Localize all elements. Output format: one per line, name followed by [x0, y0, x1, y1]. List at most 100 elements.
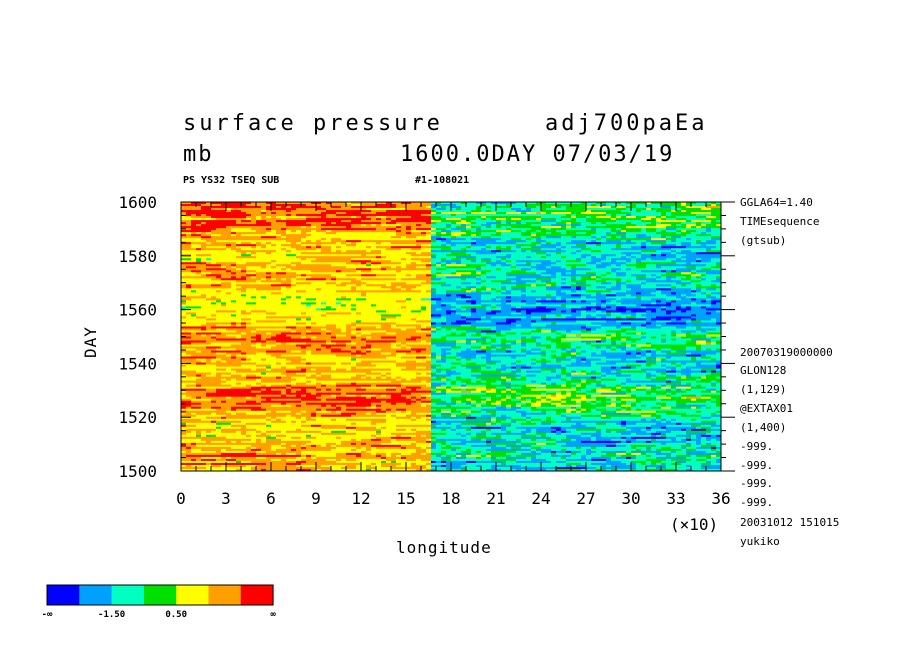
heatmap-cell	[571, 216, 577, 219]
heatmap-cell	[696, 202, 712, 205]
heatmap-cell	[556, 432, 562, 436]
heatmap-cell	[451, 244, 457, 247]
heatmap-cell	[701, 284, 712, 287]
heatmap-cell	[501, 340, 517, 343]
heatmap-cell	[586, 204, 592, 207]
heatmap-cell	[681, 272, 692, 275]
heatmap-cell	[251, 310, 267, 313]
heatmap-cell	[581, 254, 592, 257]
heatmap-cell	[611, 430, 617, 434]
heatmap-cell	[661, 432, 667, 436]
heatmap-cell	[571, 214, 577, 217]
heatmap-cell	[461, 390, 472, 394]
heatmap-cell	[501, 422, 512, 426]
heatmap-cell	[686, 220, 692, 223]
heatmap-cell	[181, 322, 207, 325]
heatmap-cell	[181, 238, 202, 241]
heatmap-cell	[456, 320, 467, 323]
heatmap-cell	[321, 302, 327, 305]
heatmap-cell	[291, 448, 297, 452]
heatmap-cell	[521, 412, 547, 416]
heatmap-cell	[281, 244, 302, 247]
heatmap-cell	[586, 408, 592, 412]
heatmap-cell	[611, 348, 617, 351]
heatmap-cell	[351, 304, 357, 307]
heatmap-cell	[456, 358, 462, 361]
heatmap-cell	[506, 286, 512, 289]
heatmap-cell	[446, 254, 472, 257]
heatmap-cell	[576, 370, 582, 374]
heatmap-cell	[551, 260, 557, 263]
heatmap-cell	[181, 276, 217, 279]
heatmap-cell	[466, 216, 482, 219]
heatmap-cell	[181, 268, 207, 271]
heatmap-cell	[631, 294, 657, 297]
heatmap-cell	[206, 322, 232, 325]
heatmap-cell	[436, 328, 442, 331]
heatmap-cell	[356, 216, 362, 219]
heatmap-cell	[226, 352, 242, 355]
heatmap-cell	[301, 462, 362, 466]
heatmap-cell	[676, 388, 682, 392]
heatmap-cell	[606, 258, 612, 261]
heatmap-cell	[326, 238, 332, 241]
heatmap-cell	[556, 332, 562, 335]
heatmap-cell	[411, 216, 432, 219]
heatmap-cell	[336, 444, 372, 448]
heatmap-cell	[251, 330, 257, 333]
heatmap-cell	[556, 308, 572, 311]
heatmap-cell	[221, 448, 227, 452]
heatmap-cell	[181, 252, 242, 255]
heatmap-cell	[446, 440, 462, 444]
heatmap-cell	[711, 318, 717, 321]
heatmap-cell	[516, 264, 532, 267]
heatmap-cell	[631, 260, 637, 263]
heatmap-cell	[441, 322, 447, 325]
heatmap-cell	[401, 376, 417, 380]
heatmap-cell	[606, 338, 612, 341]
heatmap-cell	[571, 342, 587, 345]
heatmap-cell	[501, 382, 512, 386]
heatmap-cell	[691, 278, 702, 281]
heatmap-cell	[396, 266, 402, 269]
heatmap-cell	[711, 222, 722, 225]
heatmap-cell	[671, 380, 682, 384]
heatmap-cell	[256, 452, 277, 456]
heatmap-cell	[591, 436, 597, 440]
heatmap-cell	[271, 368, 302, 372]
heatmap-cell	[601, 262, 627, 265]
heatmap-cell	[456, 226, 467, 229]
heatmap-cell	[531, 398, 542, 402]
heatmap-cell	[601, 300, 607, 303]
heatmap-cell	[701, 442, 707, 446]
heatmap-cell	[446, 258, 452, 261]
heatmap-cell	[541, 226, 562, 229]
heatmap-cell	[441, 358, 447, 361]
heatmap-cell	[686, 254, 722, 257]
heatmap-cell	[501, 332, 507, 335]
heatmap-cell	[486, 440, 492, 444]
heatmap-cell	[461, 230, 472, 233]
heatmap-cell	[716, 404, 722, 408]
heatmap-cell	[676, 362, 682, 366]
heatmap-cell	[626, 338, 642, 341]
heatmap-cell	[581, 330, 592, 333]
heatmap-cell	[351, 288, 357, 291]
heatmap-cell	[716, 454, 722, 458]
heatmap-cell	[201, 246, 207, 249]
heatmap-cell	[591, 438, 597, 442]
heatmap-cell	[491, 298, 497, 301]
heatmap-cell	[706, 456, 712, 460]
heatmap-cell	[291, 286, 352, 289]
heatmap-cell	[366, 262, 372, 265]
heatmap-cell	[601, 254, 617, 257]
heatmap-cell	[626, 400, 637, 404]
heatmap-cell	[181, 332, 192, 335]
heatmap-cell	[661, 398, 692, 402]
heatmap-cell	[556, 246, 562, 249]
heatmap-cell	[536, 454, 552, 458]
heatmap-cell	[201, 224, 272, 227]
heatmap-cell	[436, 222, 452, 225]
heatmap-cell	[256, 378, 262, 382]
heatmap-cell	[296, 366, 332, 370]
